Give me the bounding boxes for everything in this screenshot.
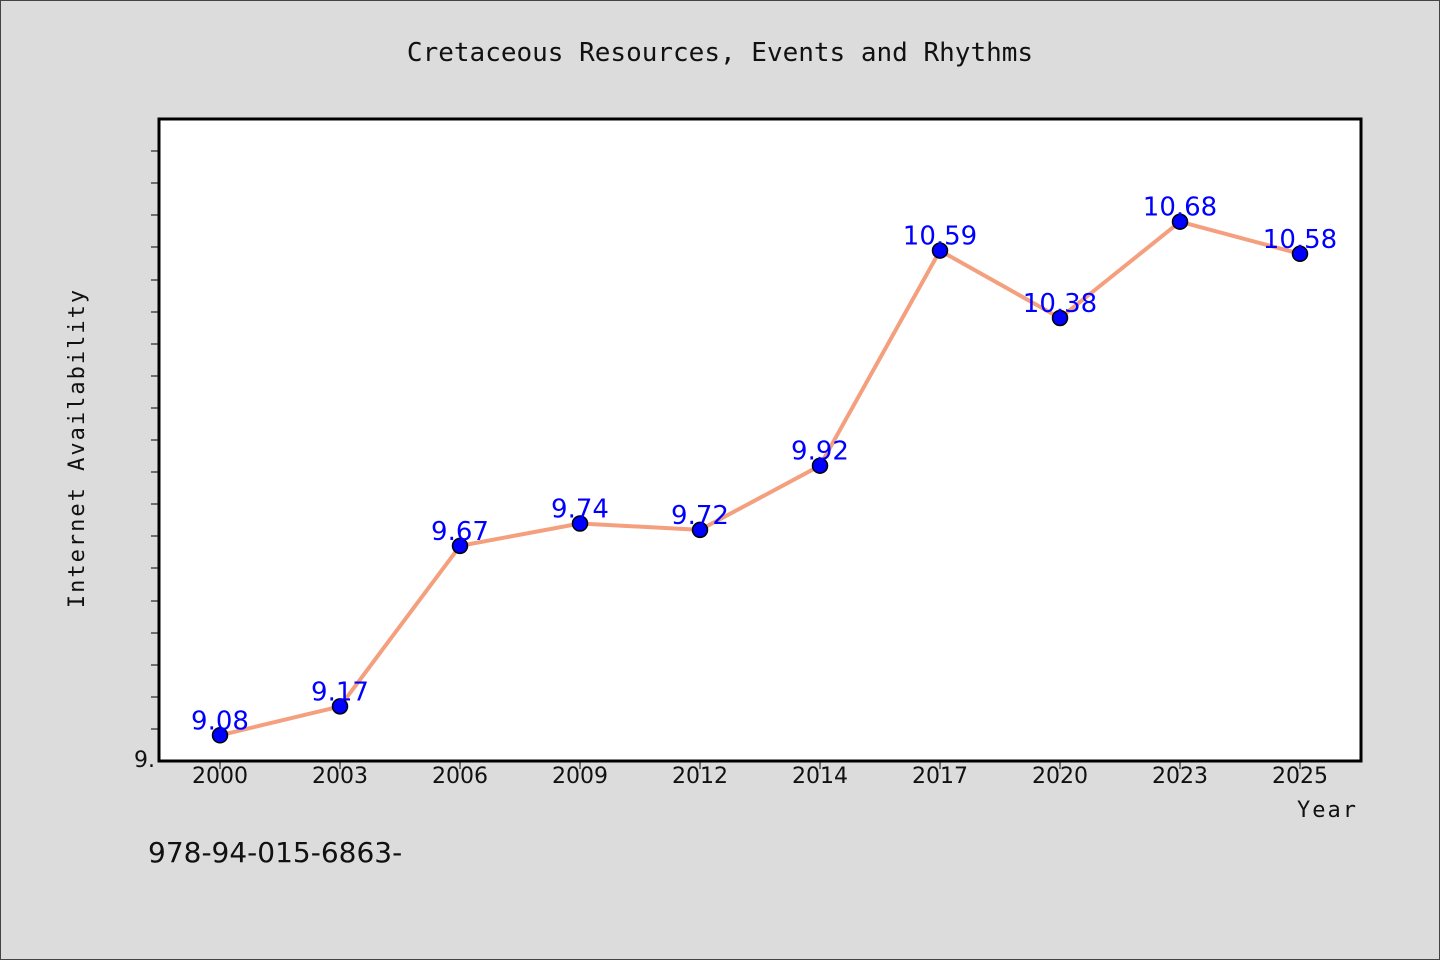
data-label: 10.38	[1023, 289, 1097, 319]
data-label: 10.58	[1263, 225, 1337, 255]
data-point	[571, 515, 589, 532]
x-tick-label: 2017	[912, 764, 968, 789]
y-axis-title: Internet Availability	[65, 288, 90, 608]
y-axis-ticks	[151, 150, 159, 730]
x-tick-label: 2023	[1152, 764, 1208, 789]
data-label: 10.68	[1143, 193, 1217, 223]
x-tick-label: 2025	[1272, 764, 1328, 789]
plot-area	[157, 117, 1363, 763]
data-point	[211, 727, 229, 744]
data-label: 9.92	[791, 437, 849, 467]
x-tick-label: 2014	[792, 764, 848, 789]
x-tick-label: 2020	[1032, 764, 1088, 789]
series-layer: 9.08 9.17 9.67 9.74 9.72 9.92 10.59 10.38 10.68 1…	[191, 193, 1337, 744]
data-label: 9.08	[191, 706, 249, 736]
data-point	[331, 698, 349, 715]
data-label: 9.67	[431, 517, 489, 547]
data-point	[1171, 213, 1189, 230]
x-tick-label: 2006	[432, 764, 488, 789]
x-tick-label: 2000	[192, 764, 248, 789]
data-point	[931, 242, 949, 259]
x-tick-label: 2003	[312, 764, 368, 789]
data-label: 9.72	[671, 501, 729, 531]
data-point	[451, 537, 469, 555]
x-axis-title: Year	[1297, 798, 1358, 823]
data-label: 9.17	[311, 677, 369, 707]
footer-note: 978-94-015-6863-	[148, 836, 402, 869]
data-point	[691, 521, 709, 539]
data-label: 10.59	[903, 222, 977, 252]
data-label: 9.74	[551, 495, 609, 525]
data-point	[1051, 309, 1069, 327]
x-axis-ticks: 2000 2003 2006 2009 2012 2014 2017 2020 2023 2025	[192, 761, 1328, 789]
data-point	[811, 457, 829, 474]
y-tick-label: 9.	[134, 748, 155, 773]
x-tick-label: 2012	[672, 764, 728, 789]
data-point	[1291, 245, 1309, 263]
x-tick-label: 2009	[552, 764, 608, 789]
series-line	[219, 219, 1301, 738]
chart-title: Cretaceous Resources, Events and Rhythms	[407, 38, 1033, 68]
